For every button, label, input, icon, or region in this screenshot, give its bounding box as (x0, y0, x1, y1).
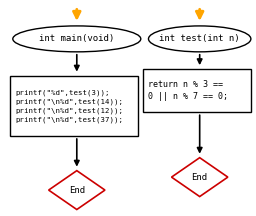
Text: End: End (69, 186, 85, 195)
Bar (143, 69, 251, 112)
Text: int test(int n): int test(int n) (159, 34, 240, 43)
Ellipse shape (13, 26, 141, 52)
Text: return n % 3 ==
0 || n % 7 == 0;: return n % 3 == 0 || n % 7 == 0; (148, 80, 229, 102)
Bar (10, 76, 138, 136)
Ellipse shape (148, 26, 251, 52)
Text: printf("%d",test(3));
printf("\n%d",test(14));
printf("\n%d",test(12));
printf(": printf("%d",test(3)); printf("\n%d",test… (15, 89, 123, 123)
Polygon shape (172, 158, 228, 197)
Text: int main(void): int main(void) (39, 34, 114, 43)
Text: End: End (192, 173, 208, 182)
Polygon shape (49, 171, 105, 210)
